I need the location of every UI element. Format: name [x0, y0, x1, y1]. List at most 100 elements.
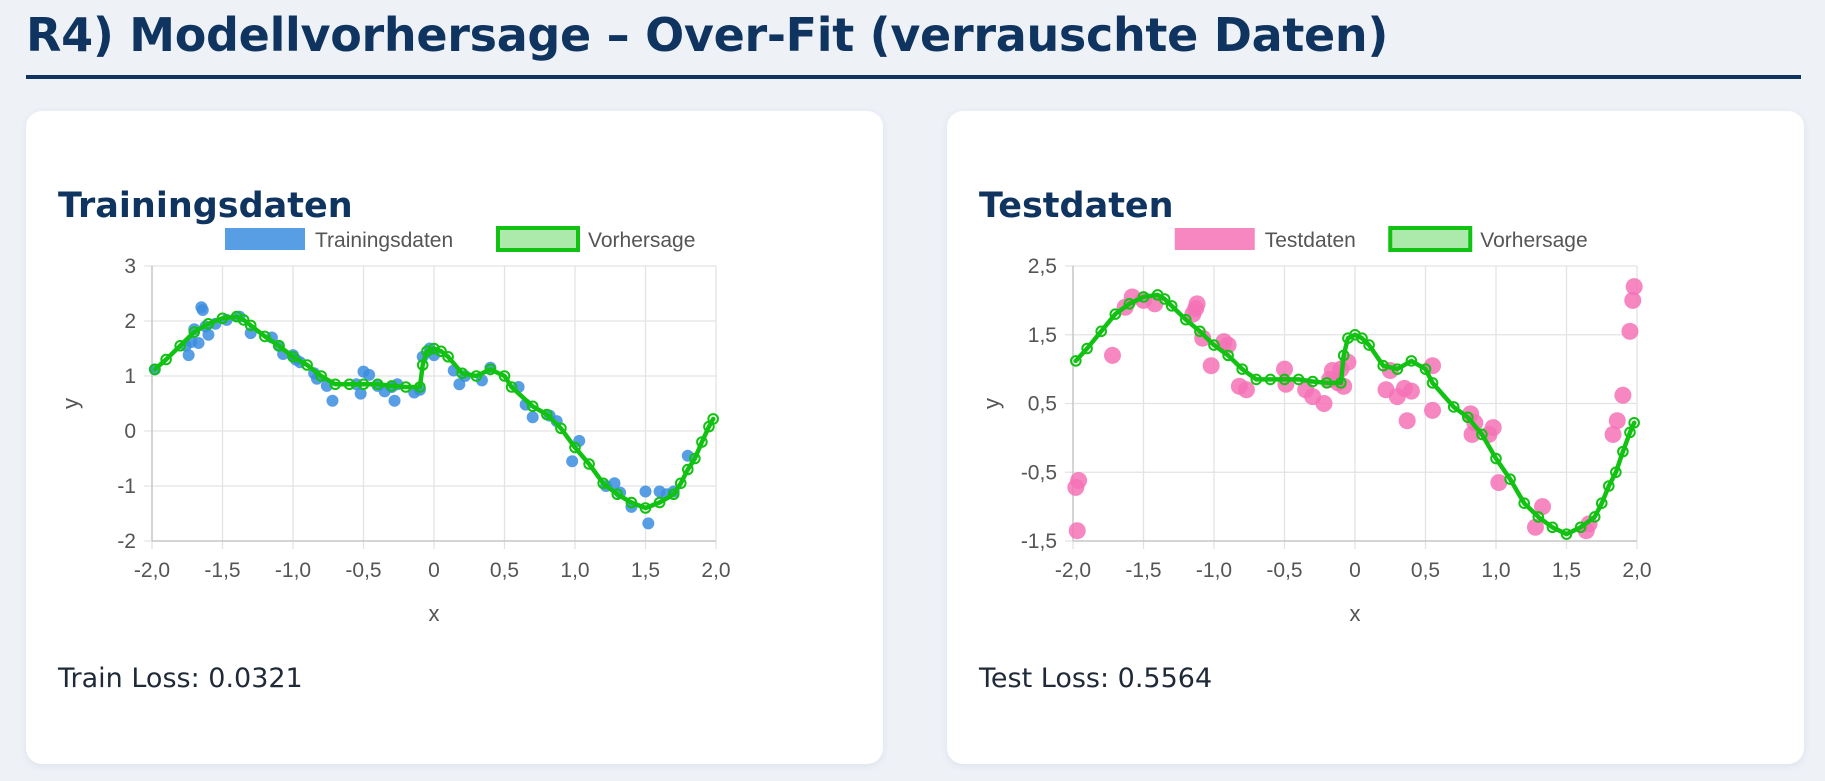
- data-point: [1202, 357, 1220, 375]
- prediction-marker: [526, 400, 539, 413]
- prediction-marker: [1588, 511, 1601, 523]
- data-point: [1526, 518, 1544, 536]
- prediction-marker: [1560, 528, 1573, 540]
- prediction-marker: [1377, 359, 1390, 372]
- prediction-marker: [329, 378, 342, 391]
- prediction-marker: [1603, 480, 1615, 492]
- prediction-marker: [1546, 521, 1559, 534]
- prediction-marker: [1363, 339, 1375, 351]
- y-tick-label: 0,5: [1028, 393, 1057, 416]
- prediction-marker: [1321, 377, 1333, 389]
- y-axis-title: y: [58, 398, 83, 409]
- prediction-marker: [1081, 342, 1093, 355]
- training-chart: -2,0 -1,5 -1,0 -0,5 0 0,5 1,0 1,5 2,0 3 2 1 0 -1 -2 x y T…: [58, 226, 731, 626]
- x-tick-label: -1,0: [275, 559, 311, 582]
- data-point: [573, 434, 586, 447]
- test-card-title: Testdaten: [979, 186, 1174, 226]
- y-tick-label: 2: [124, 310, 136, 333]
- data-point: [1621, 322, 1639, 340]
- test-card: Testdaten -2,0 -1,5 -1,0 -0,5 0 0,5 1,0 1,5 2,0 2…: [947, 111, 1804, 764]
- prediction-marker: [1123, 298, 1136, 310]
- data-point: [192, 337, 205, 349]
- y-axis-title: y: [979, 398, 1004, 409]
- prediction-marker: [1518, 497, 1531, 509]
- prediction-marker: [315, 370, 328, 382]
- legend-swatch-training: [225, 228, 305, 250]
- x-tick-label: -0,5: [1266, 559, 1302, 582]
- prediction-marker: [442, 350, 454, 363]
- x-tick-label: 0: [428, 559, 440, 582]
- data-point: [1625, 278, 1643, 296]
- prediction-marker: [1250, 373, 1263, 386]
- data-point: [566, 455, 579, 468]
- prediction-marker: [1419, 363, 1432, 375]
- train-loss-text: Train Loss: 0.0321: [58, 663, 303, 694]
- legend: Testdaten Vorhersage: [1174, 226, 1588, 252]
- data-point: [202, 328, 215, 341]
- prediction-marker: [1335, 377, 1347, 389]
- prediction-marker: [1610, 466, 1622, 479]
- prediction-marker: [357, 378, 370, 391]
- data-point: [1608, 412, 1626, 430]
- data-point: [1068, 522, 1086, 540]
- prediction-marker: [1504, 473, 1516, 485]
- prediction-marker: [160, 353, 172, 366]
- prediction-marker: [287, 350, 299, 363]
- x-tick-label: 1,0: [1481, 559, 1510, 582]
- prediction-marker: [689, 452, 701, 465]
- prediction-marker: [498, 370, 511, 382]
- prediction-marker: [583, 458, 595, 470]
- prediction-marker: [1070, 355, 1082, 367]
- prediction-marker: [1208, 339, 1220, 351]
- y-tick-label: 3: [124, 255, 136, 278]
- prediction-marker: [682, 463, 694, 476]
- data-point: [1614, 386, 1632, 404]
- legend-label: Vorhersage: [1480, 229, 1587, 252]
- data-point: [639, 485, 652, 498]
- prediction-marker: [416, 359, 429, 371]
- x-tick-label: -1,0: [1196, 559, 1232, 582]
- prediction-marker: [1617, 445, 1629, 458]
- legend-swatch-prediction: [496, 226, 580, 252]
- prediction-marker: [1095, 325, 1107, 338]
- prediction-marker: [230, 310, 243, 323]
- prediction-marker: [1236, 363, 1249, 375]
- x-tick-label: -2,0: [134, 559, 170, 582]
- x-tick-label: 0: [1349, 559, 1361, 582]
- x-tick-label: -1,5: [1125, 559, 1161, 582]
- y-tick-label: -2: [117, 530, 136, 553]
- legend-swatch-prediction: [1388, 226, 1473, 252]
- prediction-marker: [174, 339, 186, 352]
- x-tick-label: -2,0: [1055, 559, 1091, 582]
- data-point: [608, 477, 621, 490]
- prediction-marker: [484, 363, 497, 376]
- y-tick-label: -1,5: [1021, 530, 1057, 553]
- data-point: [1315, 395, 1333, 412]
- test-loss-text: Test Loss: 0.5564: [979, 663, 1213, 694]
- prediction-marker: [611, 488, 624, 501]
- prediction-marker: [1194, 325, 1206, 338]
- data-point: [1534, 498, 1552, 516]
- prediction-marker: [456, 367, 469, 380]
- title-divider: [26, 75, 1801, 79]
- prediction-marker: [505, 381, 518, 393]
- data-point: [1484, 419, 1502, 437]
- x-tick-label: 0,5: [1411, 559, 1440, 582]
- x-tick-label: -0,5: [345, 559, 381, 582]
- prediction-marker: [1306, 375, 1319, 388]
- prediction-marker: [555, 422, 567, 435]
- x-axis-title: x: [429, 601, 440, 626]
- legend-label: Trainingsdaten: [315, 229, 453, 252]
- data-point: [1402, 382, 1420, 400]
- prediction-marker: [1595, 497, 1608, 509]
- y-tick-label: 1,5: [1028, 324, 1057, 347]
- prediction-marker: [653, 496, 666, 509]
- x-tick-label: 1,5: [1552, 559, 1581, 582]
- prediction-marker: [1356, 332, 1368, 344]
- legend-label: Vorhersage: [588, 229, 695, 252]
- x-tick-label: 1,5: [631, 559, 660, 582]
- prediction-marker: [1532, 511, 1545, 523]
- prediction-marker: [202, 317, 215, 330]
- data-point: [1070, 472, 1088, 489]
- y-tick-label: 2,5: [1028, 255, 1057, 278]
